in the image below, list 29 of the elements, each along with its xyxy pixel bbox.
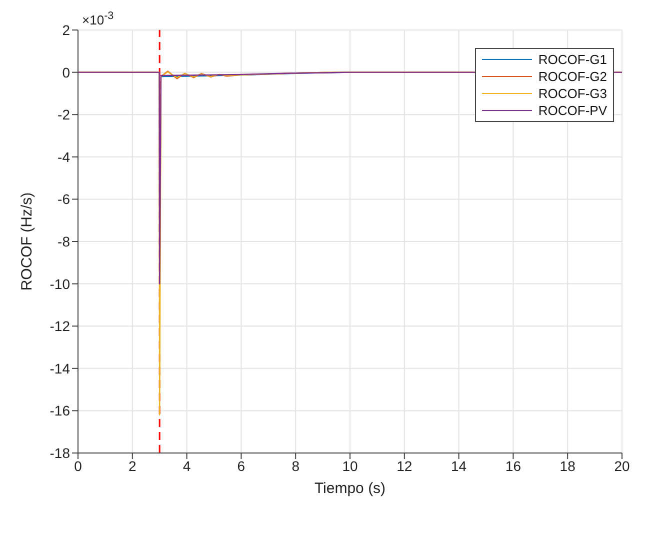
legend-label: ROCOF-PV <box>538 102 607 119</box>
y-axis-title: ROCOF (Hz/s) <box>18 192 36 291</box>
y-tick-label: 0 <box>62 64 70 80</box>
x-tick-label: 4 <box>182 458 191 474</box>
x-tick-label: 8 <box>292 458 300 474</box>
y-tick-label: -18 <box>50 444 70 461</box>
x-axis-title: Tiempo (s) <box>314 480 386 497</box>
legend-label: ROCOF-G3 <box>538 85 607 102</box>
legend-label: ROCOF-G2 <box>538 68 607 85</box>
x-tick-label: 14 <box>451 458 467 474</box>
legend-label: ROCOF-G1 <box>538 51 607 68</box>
x-tick-label: 20 <box>614 458 630 474</box>
y-tick-label: -10 <box>50 276 70 292</box>
x-tick-label: 2 <box>128 458 136 474</box>
y-tick-label: -14 <box>50 360 70 376</box>
y-tick-label: -12 <box>50 318 70 334</box>
y-tick-label: 2 <box>62 22 70 38</box>
y-tick-label: -4 <box>58 148 70 165</box>
x-tick-label: 12 <box>396 458 412 474</box>
y-tick-label: -2 <box>58 106 70 123</box>
x-tick-label: 16 <box>505 458 522 474</box>
y-tick-label: -16 <box>50 402 70 419</box>
text: ×10$^{-3}$ <box>82 10 114 28</box>
y-tick-label: -8 <box>58 233 70 250</box>
x-tick-label: 18 <box>560 458 576 474</box>
x-tick-label: 10 <box>342 458 358 474</box>
x-tick-label: 6 <box>237 458 246 474</box>
x-tick-label: 0 <box>74 458 82 474</box>
y-tick-label: -6 <box>58 191 70 208</box>
